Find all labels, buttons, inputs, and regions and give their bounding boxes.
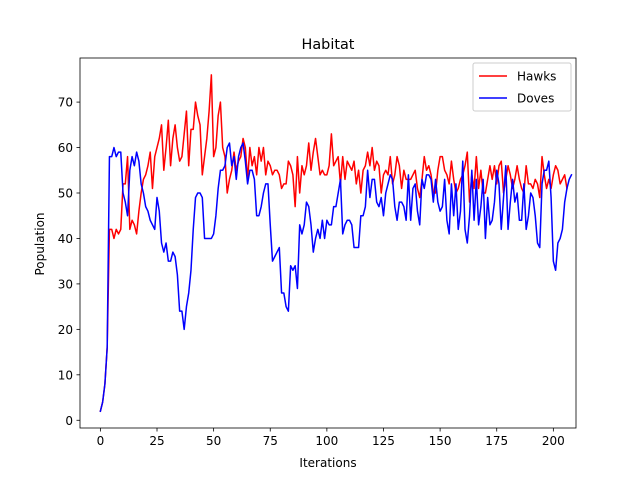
legend: Hawks Doves (472, 62, 572, 112)
axes-frame (79, 57, 577, 429)
chart-title: Habitat (302, 37, 355, 53)
plot-area: 0 25 50 75 100 125 150 175 200 0 10 20 30 40 50 60 70 (58, 57, 577, 448)
x-tick-label: 200 (542, 434, 565, 448)
legend-label-doves: Doves (517, 92, 554, 106)
series-line-hawks (99, 74, 568, 413)
x-tick-label: 75 (263, 434, 278, 448)
legend-label-hawks: Hawks (517, 70, 556, 84)
x-tick-label: 100 (315, 434, 338, 448)
legend-box (472, 62, 572, 112)
y-tick-label: 40 (58, 232, 73, 246)
x-tick-label: 25 (149, 434, 164, 448)
y-tick-label: 70 (58, 96, 73, 110)
series-line-doves (99, 142, 573, 413)
y-tick-label: 60 (58, 141, 73, 155)
x-tick-label: 175 (485, 434, 508, 448)
y-tick-label: 20 (58, 323, 73, 337)
x-tick-label: 125 (372, 434, 395, 448)
x-tick-label: 50 (206, 434, 221, 448)
x-tick-label: 0 (97, 434, 105, 448)
y-tick-label: 0 (65, 414, 73, 428)
y-tick-label: 10 (58, 368, 73, 382)
x-tick-label: 150 (429, 434, 452, 448)
y-tick-label: 50 (58, 187, 73, 201)
y-axis-title: Population (33, 212, 47, 275)
x-axis-title: Iterations (299, 456, 356, 470)
y-tick-label: 30 (58, 277, 73, 291)
